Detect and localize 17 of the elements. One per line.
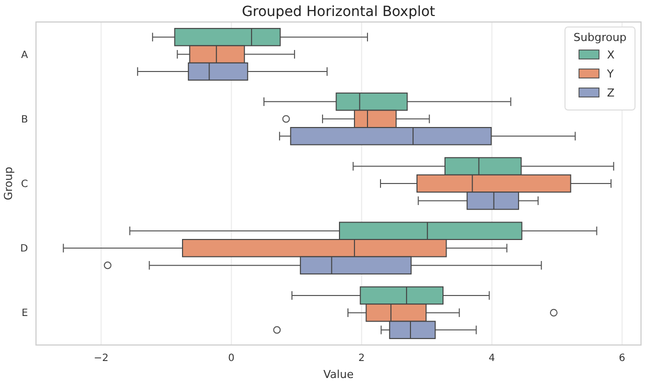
y-axis-title: Group: [2, 166, 15, 200]
legend-title: Subgroup: [574, 31, 626, 44]
chart-title: Grouped Horizontal Boxplot: [242, 4, 436, 20]
x-tick-label: 2: [358, 353, 365, 364]
x-tick-label: 4: [488, 353, 496, 364]
x-tick-label: −2: [94, 353, 108, 364]
legend-label: X: [607, 48, 615, 62]
legend-label: Z: [607, 86, 615, 100]
y-tick-label: D: [20, 244, 28, 255]
x-tick-label: 6: [618, 353, 626, 364]
x-axis-title: Value: [323, 368, 354, 381]
y-tick-label: E: [22, 308, 28, 320]
y-tick-label: A: [21, 50, 28, 61]
y-tick-label: B: [21, 114, 28, 126]
y-tick-label: C: [21, 179, 28, 190]
legend-label: Y: [606, 68, 614, 80]
x-tick-label: 0: [228, 353, 235, 364]
